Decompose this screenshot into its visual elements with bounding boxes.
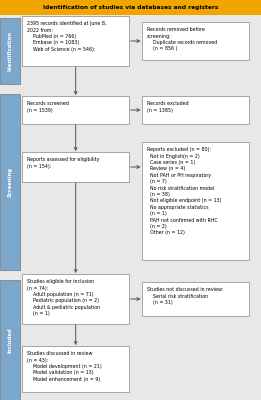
FancyBboxPatch shape: [22, 346, 129, 392]
FancyBboxPatch shape: [0, 94, 20, 270]
FancyBboxPatch shape: [22, 96, 129, 124]
Text: Screening: Screening: [7, 167, 12, 197]
FancyBboxPatch shape: [142, 96, 249, 124]
Text: Records screened
(n = 1539): Records screened (n = 1539): [27, 101, 68, 113]
Text: Records removed before
screening:
    Duplicate records removed
    (n = 856 ): Records removed before screening: Duplic…: [147, 27, 217, 52]
Text: Identification of studies via databases and registers: Identification of studies via databases …: [43, 5, 218, 10]
FancyBboxPatch shape: [0, 280, 20, 400]
Text: Included: Included: [7, 327, 12, 353]
FancyBboxPatch shape: [0, 18, 20, 84]
FancyBboxPatch shape: [142, 282, 249, 316]
Text: Studies discussed in review
(n = 43):
    Model development (n = 21)
    Model v: Studies discussed in review (n = 43): Mo…: [27, 351, 101, 382]
FancyBboxPatch shape: [22, 16, 129, 66]
Text: Studies eligible for inclusion
(n = 74):
    Adult population (n = 71)
    Pedia: Studies eligible for inclusion (n = 74):…: [27, 279, 100, 316]
FancyBboxPatch shape: [22, 152, 129, 182]
Text: Reports assessed for eligibility
(n = 154):: Reports assessed for eligibility (n = 15…: [27, 157, 99, 169]
Text: Identification: Identification: [7, 31, 12, 71]
FancyBboxPatch shape: [0, 0, 261, 15]
FancyBboxPatch shape: [142, 142, 249, 260]
Text: Records excluded
(n = 1385): Records excluded (n = 1385): [147, 101, 188, 113]
FancyBboxPatch shape: [22, 274, 129, 324]
Text: 2395 records identified at June 8,
2022 from:
    PubMed (n = 766)
    Embase (n: 2395 records identified at June 8, 2022 …: [27, 21, 106, 52]
Text: Reports excluded (n = 80):
  Not in English(n = 2)
  Case series (n = 1)
  Revie: Reports excluded (n = 80): Not in Englis…: [147, 147, 221, 236]
Text: Studies not discussed in review:
    Serial risk stratification
    (n = 31): Studies not discussed in review: Serial …: [147, 287, 223, 305]
FancyBboxPatch shape: [142, 22, 249, 60]
